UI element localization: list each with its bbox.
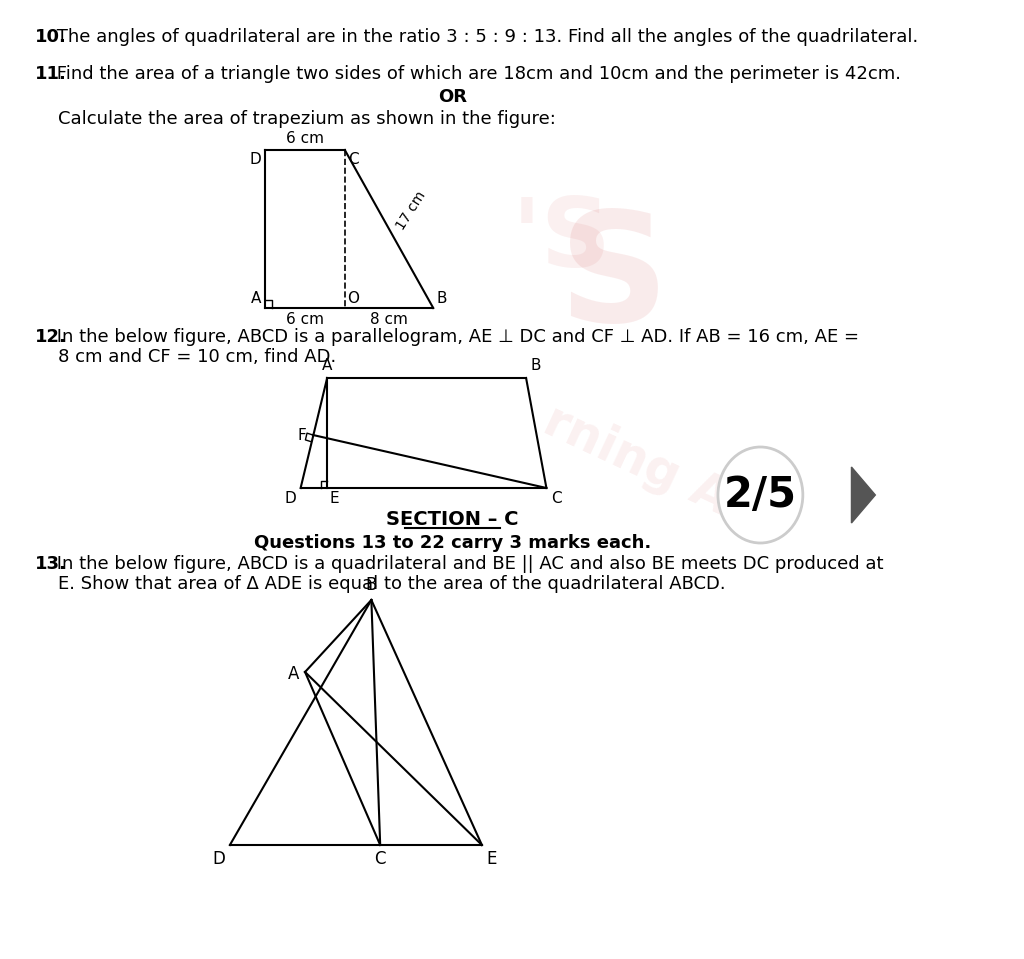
Text: O: O xyxy=(347,291,359,306)
Text: D: D xyxy=(285,491,296,506)
Text: A: A xyxy=(289,665,300,683)
Text: OR: OR xyxy=(438,88,467,106)
Text: 12.: 12. xyxy=(36,328,68,346)
Text: 13.: 13. xyxy=(36,555,68,573)
Text: Find the area of a triangle two sides of which are 18cm and 10cm and the perimet: Find the area of a triangle two sides of… xyxy=(51,65,901,83)
Text: In the below figure, ABCD is a quadrilateral and BE || AC and also BE meets DC p: In the below figure, ABCD is a quadrilat… xyxy=(51,555,884,573)
Text: C: C xyxy=(375,850,386,868)
Text: 'S: 'S xyxy=(512,194,611,287)
Circle shape xyxy=(718,447,803,543)
Text: 8 cm and CF = 10 cm, find AD.: 8 cm and CF = 10 cm, find AD. xyxy=(36,348,337,366)
Text: Questions 13 to 22 carry 3 marks each.: Questions 13 to 22 carry 3 marks each. xyxy=(254,534,651,552)
Text: Calculate the area of trapezium as shown in the figure:: Calculate the area of trapezium as shown… xyxy=(36,110,556,128)
Text: 6 cm: 6 cm xyxy=(286,131,324,146)
Text: F: F xyxy=(297,428,306,442)
Text: A: A xyxy=(322,358,333,373)
Text: The angles of quadrilateral are in the ratio 3 : 5 : 9 : 13. Find all the angles: The angles of quadrilateral are in the r… xyxy=(51,28,919,46)
Text: C: C xyxy=(348,152,359,167)
Text: E: E xyxy=(330,491,339,506)
Text: 11.: 11. xyxy=(36,65,68,83)
Text: B: B xyxy=(366,576,377,594)
Text: 6 cm: 6 cm xyxy=(286,312,324,327)
Text: SECTION – C: SECTION – C xyxy=(386,510,519,529)
Text: E. Show that area of Δ ADE is equal to the area of the quadrilateral ABCD.: E. Show that area of Δ ADE is equal to t… xyxy=(36,575,726,593)
Text: B: B xyxy=(530,358,541,373)
Text: E: E xyxy=(486,850,497,868)
Text: 8 cm: 8 cm xyxy=(370,312,408,327)
Text: B: B xyxy=(437,291,447,306)
Polygon shape xyxy=(852,467,876,523)
Text: C: C xyxy=(551,491,561,506)
Text: D: D xyxy=(250,152,262,167)
Text: In the below figure, ABCD is a parallelogram, AE ⊥ DC and CF ⊥ AD. If AB = 16 cm: In the below figure, ABCD is a parallelo… xyxy=(51,328,859,346)
Text: S: S xyxy=(559,205,670,355)
Text: 10.: 10. xyxy=(36,28,68,46)
Text: A: A xyxy=(251,291,262,306)
Text: 2/5: 2/5 xyxy=(724,474,797,516)
Text: rning A: rning A xyxy=(537,396,737,524)
Text: 17 cm: 17 cm xyxy=(394,189,429,233)
Text: D: D xyxy=(213,850,225,868)
